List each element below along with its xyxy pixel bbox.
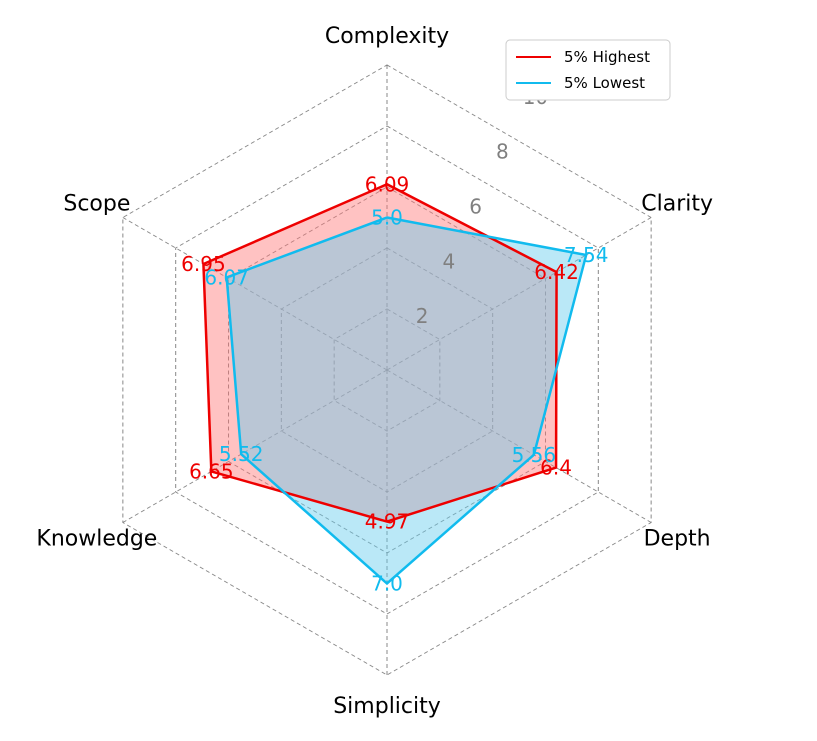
series-fill-1 bbox=[226, 217, 587, 584]
axis-label-simplicity: Simplicity bbox=[333, 694, 441, 719]
axis-label-depth: Depth bbox=[644, 527, 711, 552]
series-area bbox=[202, 182, 588, 586]
axis-label-clarity: Clarity bbox=[641, 192, 713, 217]
value-label-1-simplicity: 7.0 bbox=[371, 572, 403, 596]
axis-spoke-depth bbox=[386, 369, 652, 523]
value-label-0-scope: 6.95 bbox=[181, 252, 226, 276]
legend-label-lowest: 5% Lowest bbox=[564, 74, 645, 92]
axis-spoke-scope bbox=[122, 217, 388, 371]
axis-spoke-clarity bbox=[386, 217, 652, 371]
value-label-1-complexity: 5.0 bbox=[371, 206, 403, 230]
value-label-0-depth: 6.4 bbox=[540, 456, 572, 480]
tick-label: 2 bbox=[416, 304, 429, 328]
grid-ring-2 bbox=[333, 308, 441, 432]
grid-ring-8 bbox=[175, 125, 599, 615]
value-label-1-clarity: 7.54 bbox=[564, 243, 609, 267]
tick-label: 6 bbox=[469, 195, 482, 219]
value-label-0-simplicity: 4.97 bbox=[365, 510, 410, 534]
tick-label: 8 bbox=[496, 140, 509, 164]
value-label-0-clarity: 6.42 bbox=[534, 260, 579, 284]
legend: 5% Highest 5% Lowest bbox=[505, 39, 671, 101]
value-label-1-depth: 5.56 bbox=[512, 443, 557, 467]
series-line-0 bbox=[202, 182, 558, 523]
series-fill-0 bbox=[203, 184, 557, 522]
value-label-0-knowledge: 6.65 bbox=[189, 459, 234, 483]
value-labels: 6.09 6.42 6.4 4.97 6.65 6.95 5.0 7.54 5.56 7.0 5.5… bbox=[181, 172, 608, 595]
axis-spoke-knowledge bbox=[122, 369, 388, 523]
value-label-1-scope: 6.07 bbox=[204, 265, 249, 289]
legend-frame bbox=[505, 39, 671, 101]
axis-labels: Complexity Clarity Depth Simplicity Knowledg… bbox=[36, 24, 713, 719]
value-label-1-knowledge: 5.52 bbox=[219, 442, 264, 466]
axis-label-scope: Scope bbox=[63, 192, 130, 217]
series-line-1 bbox=[225, 216, 588, 586]
axis-label-complexity: Complexity bbox=[325, 24, 449, 49]
tick-label: 4 bbox=[442, 249, 455, 273]
axis-lines bbox=[122, 65, 652, 675]
legend-label-highest: 5% Highest bbox=[564, 48, 650, 66]
axis-label-knowledge: Knowledge bbox=[36, 527, 157, 552]
value-label-0-complexity: 6.09 bbox=[365, 172, 410, 196]
